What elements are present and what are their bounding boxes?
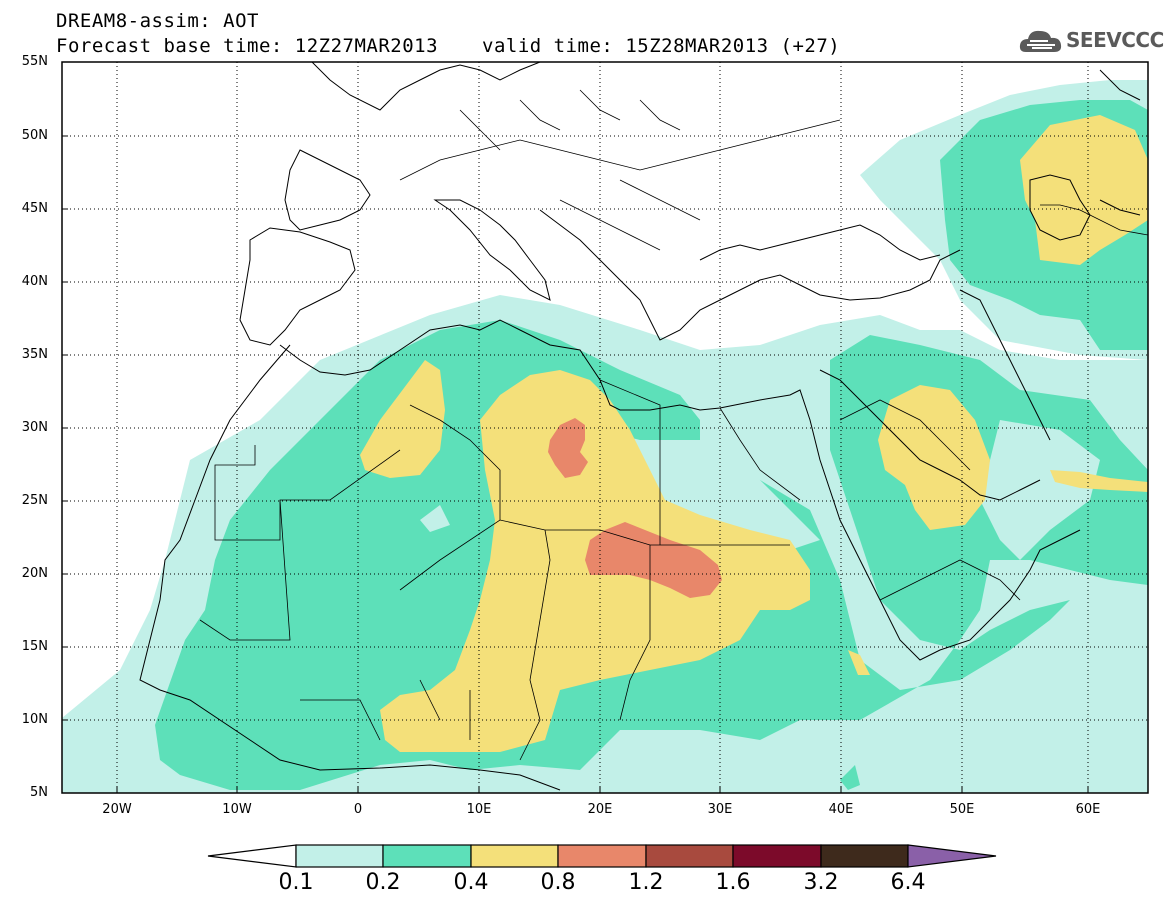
lat-label-50n: 50N [21, 128, 48, 143]
colorbar-bin-5 [645, 844, 734, 868]
lon-label-40e: 40E [828, 802, 854, 817]
colorbar-label: 1.2 [628, 870, 664, 895]
colorbar [207, 844, 997, 868]
colorbar-label: 0.8 [540, 870, 576, 895]
lat-label-40n: 40N [21, 274, 48, 289]
valid-time: valid time: 15Z28MAR2013 (+27) [482, 35, 841, 57]
lat-label-25n: 25N [21, 493, 48, 508]
colorbar-label: 0.1 [278, 870, 314, 895]
colorbar-label: 1.6 [715, 870, 751, 895]
lat-label-55n: 55N [21, 54, 48, 69]
lon-label-60e: 60E [1075, 802, 1101, 817]
lat-label-45n: 45N [21, 201, 48, 216]
lon-label-30e: 30E [707, 802, 733, 817]
seevccc-logo: SEEVCCC [1018, 26, 1164, 56]
lon-label-20e: 20E [587, 802, 613, 817]
lat-label-15n: 15N [21, 639, 48, 654]
country-borders [199, 89, 1148, 761]
lon-label-50e: 50E [949, 802, 975, 817]
lat-label-35n: 35N [21, 347, 48, 362]
colorbar-bin-1 [295, 844, 384, 868]
base-time: Forecast base time: 12Z27MAR2013 [56, 35, 439, 57]
aot-contour-0.8 [548, 418, 722, 598]
colorbar-bin-7 [820, 844, 909, 868]
lon-label-0: 0 [353, 802, 363, 817]
lon-label-10w: 10W [222, 802, 252, 817]
colorbar-bin-3 [470, 844, 559, 868]
product-title: DREAM8-assim: AOT [56, 10, 259, 32]
lat-label-5n: 5N [30, 785, 48, 800]
colorbar-bin-4 [557, 844, 647, 868]
coastlines [139, 62, 1141, 791]
lon-label-20w: 20W [102, 802, 132, 817]
colorbar-label: 3.2 [803, 870, 839, 895]
lat-label-20n: 20N [21, 566, 48, 581]
colorbar-bin-2 [382, 844, 472, 868]
colorbar-over-triangle [907, 844, 997, 868]
logo-text: SEEVCCC [1066, 28, 1164, 52]
lon-label-10e: 10E [466, 802, 492, 817]
aot-holes [420, 420, 1100, 560]
cloud-icon [1019, 30, 1062, 52]
colorbar-under-triangle [207, 844, 297, 868]
lat-label-10n: 10N [21, 712, 48, 727]
colorbar-label: 6.4 [890, 870, 926, 895]
axis-ticks [62, 135, 1089, 793]
lat-label-30n: 30N [21, 420, 48, 435]
colorbar-label: 0.4 [453, 870, 489, 895]
time-info: Forecast base time: 12Z27MAR2013 valid ti… [56, 35, 840, 57]
colorbar-bin-6 [732, 844, 822, 868]
colorbar-label: 0.2 [365, 870, 401, 895]
